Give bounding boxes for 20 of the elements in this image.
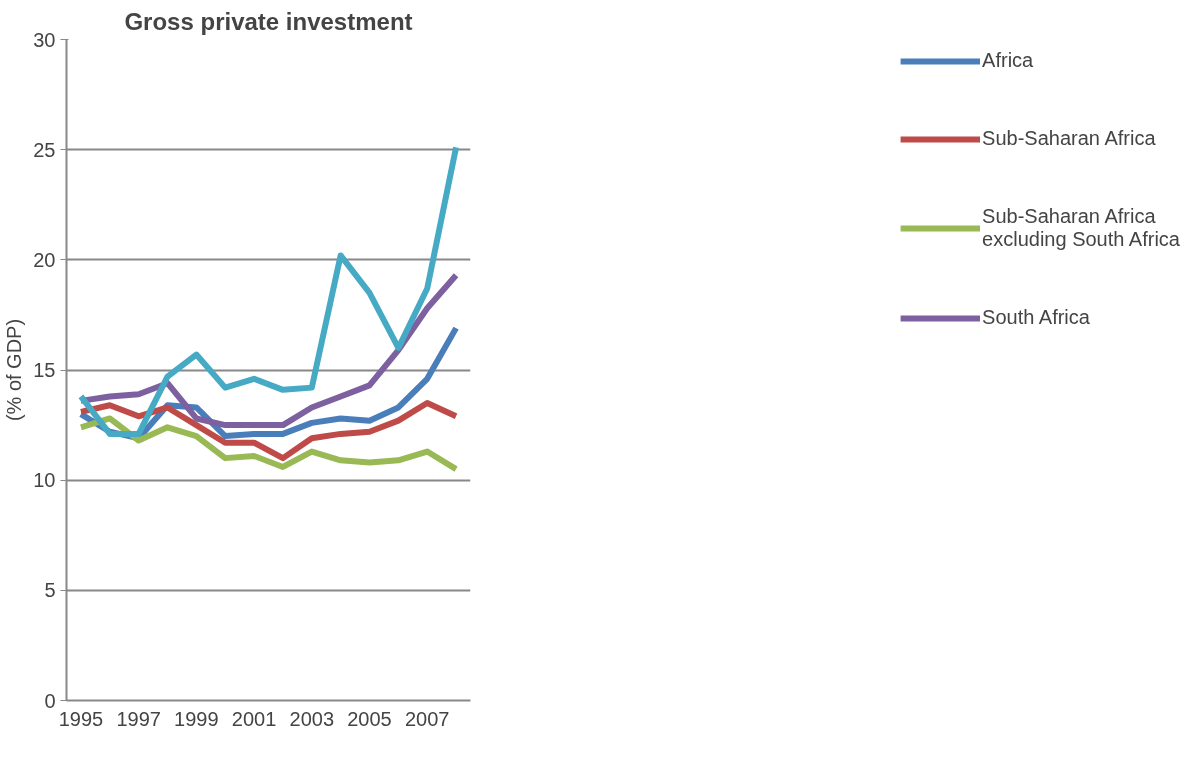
x-tick-label: 2005: [347, 707, 392, 730]
legend-label: Sub-Saharan Africa excluding South Africa: [982, 205, 1180, 251]
y-axis-title: (% of GDP): [3, 318, 26, 422]
legend-label: Sub-Saharan Africa: [982, 127, 1156, 150]
x-tick-label: 2003: [289, 707, 335, 730]
x-tick-label: 2001: [231, 707, 277, 730]
y-tick-label: 25: [33, 138, 56, 161]
y-tick-label: 15: [33, 359, 56, 381]
legend-label: South Africa: [982, 306, 1090, 329]
x-tick-label: 1997: [116, 707, 161, 730]
legend-label: Africa: [982, 49, 1034, 72]
y-tick-label: 5: [44, 579, 56, 602]
y-tick-label: 0: [44, 689, 56, 712]
x-tick-label: 1995: [58, 707, 104, 730]
x-tick-label: 2007: [404, 707, 450, 730]
y-tick-label: 10: [33, 469, 56, 492]
y-tick-label: 30: [33, 28, 56, 51]
x-tick-label: 1999: [174, 707, 219, 730]
chart-title: Gross private investment: [124, 7, 413, 35]
y-tick-label: 20: [33, 248, 56, 271]
